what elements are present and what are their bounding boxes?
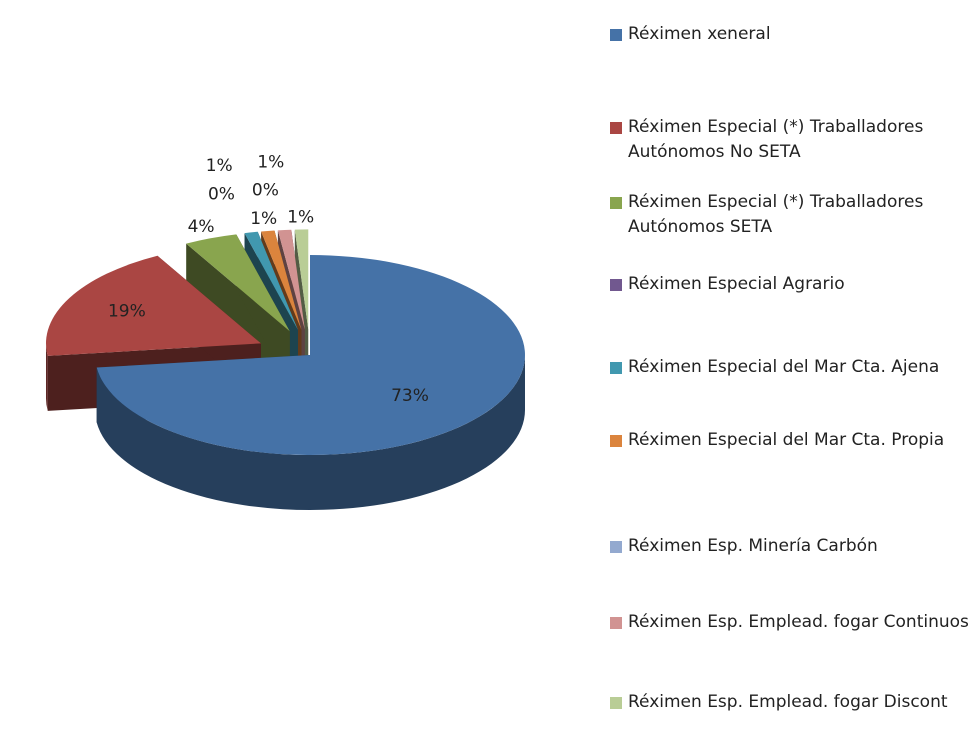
data-label: 1% bbox=[287, 207, 314, 227]
legend-label: Réximen Especial Agrario bbox=[628, 274, 845, 294]
legend-item: Réximen Especial (*) Traballadores Autón… bbox=[610, 115, 970, 165]
legend-item: Réximen Especial del Mar Cta. Ajena bbox=[610, 355, 970, 380]
slice-top bbox=[261, 230, 302, 330]
slice-top bbox=[244, 231, 299, 331]
legend-label: Réximen Especial (*) Traballadores Autón… bbox=[628, 192, 924, 237]
slice bbox=[186, 234, 290, 387]
data-label: 4% bbox=[188, 217, 215, 237]
data-label: 19% bbox=[108, 302, 146, 322]
legend-item: Réximen xeneral bbox=[610, 22, 970, 47]
slice-wall bbox=[186, 243, 290, 387]
legend-label: Réximen Esp. Minería Carbón bbox=[628, 536, 878, 556]
legend-item: Réximen Especial (*) Traballadores Autón… bbox=[610, 190, 970, 240]
legend-swatch bbox=[610, 279, 622, 291]
legend-label: Réximen xeneral bbox=[628, 24, 771, 44]
legend-swatch bbox=[610, 29, 622, 41]
slice-top bbox=[186, 234, 290, 332]
legend-swatch bbox=[610, 697, 622, 709]
legend-swatch bbox=[610, 122, 622, 134]
data-label: 0% bbox=[208, 185, 235, 205]
data-label: 1% bbox=[250, 209, 277, 229]
data-label: 73% bbox=[391, 386, 429, 406]
legend-label: Réximen Esp. Emplead. fogar Continuos bbox=[628, 612, 969, 632]
slice-side bbox=[96, 355, 525, 510]
legend-swatch bbox=[610, 197, 622, 209]
slice-top bbox=[45, 255, 261, 356]
legend-swatch bbox=[610, 617, 622, 629]
legend-item: Réximen Esp. Minería Carbón bbox=[610, 534, 970, 559]
legend-label: Réximen Esp. Emplead. fogar Discont bbox=[628, 692, 948, 712]
legend-label: Réximen Especial del Mar Cta. Propia bbox=[628, 430, 945, 450]
slice-top bbox=[294, 229, 309, 330]
legend-swatch bbox=[610, 362, 622, 374]
slice-top bbox=[277, 229, 305, 330]
slice-side bbox=[45, 343, 48, 411]
legend-label: Réximen Especial (*) Traballadores Autón… bbox=[628, 117, 924, 162]
legend-item: Réximen Esp. Emplead. fogar Continuos bbox=[610, 610, 970, 635]
legend-label: Réximen Especial del Mar Cta. Ajena bbox=[628, 357, 940, 377]
legend-swatch bbox=[610, 435, 622, 447]
data-label: 1% bbox=[257, 152, 284, 172]
slice-top bbox=[96, 255, 525, 455]
legend-swatch bbox=[610, 541, 622, 553]
legend-item: Réximen Especial Agrario bbox=[610, 272, 970, 297]
pie-chart: 73% 19% 4% 0% 1% 1% 0% 1% 1% bbox=[45, 152, 525, 510]
legend-item: Réximen Especial del Mar Cta. Propia bbox=[610, 428, 970, 453]
legend-item: Réximen Esp. Emplead. fogar Discont bbox=[610, 690, 970, 715]
data-label: 1% bbox=[206, 156, 233, 176]
data-label: 0% bbox=[252, 181, 279, 201]
slice bbox=[96, 255, 525, 510]
